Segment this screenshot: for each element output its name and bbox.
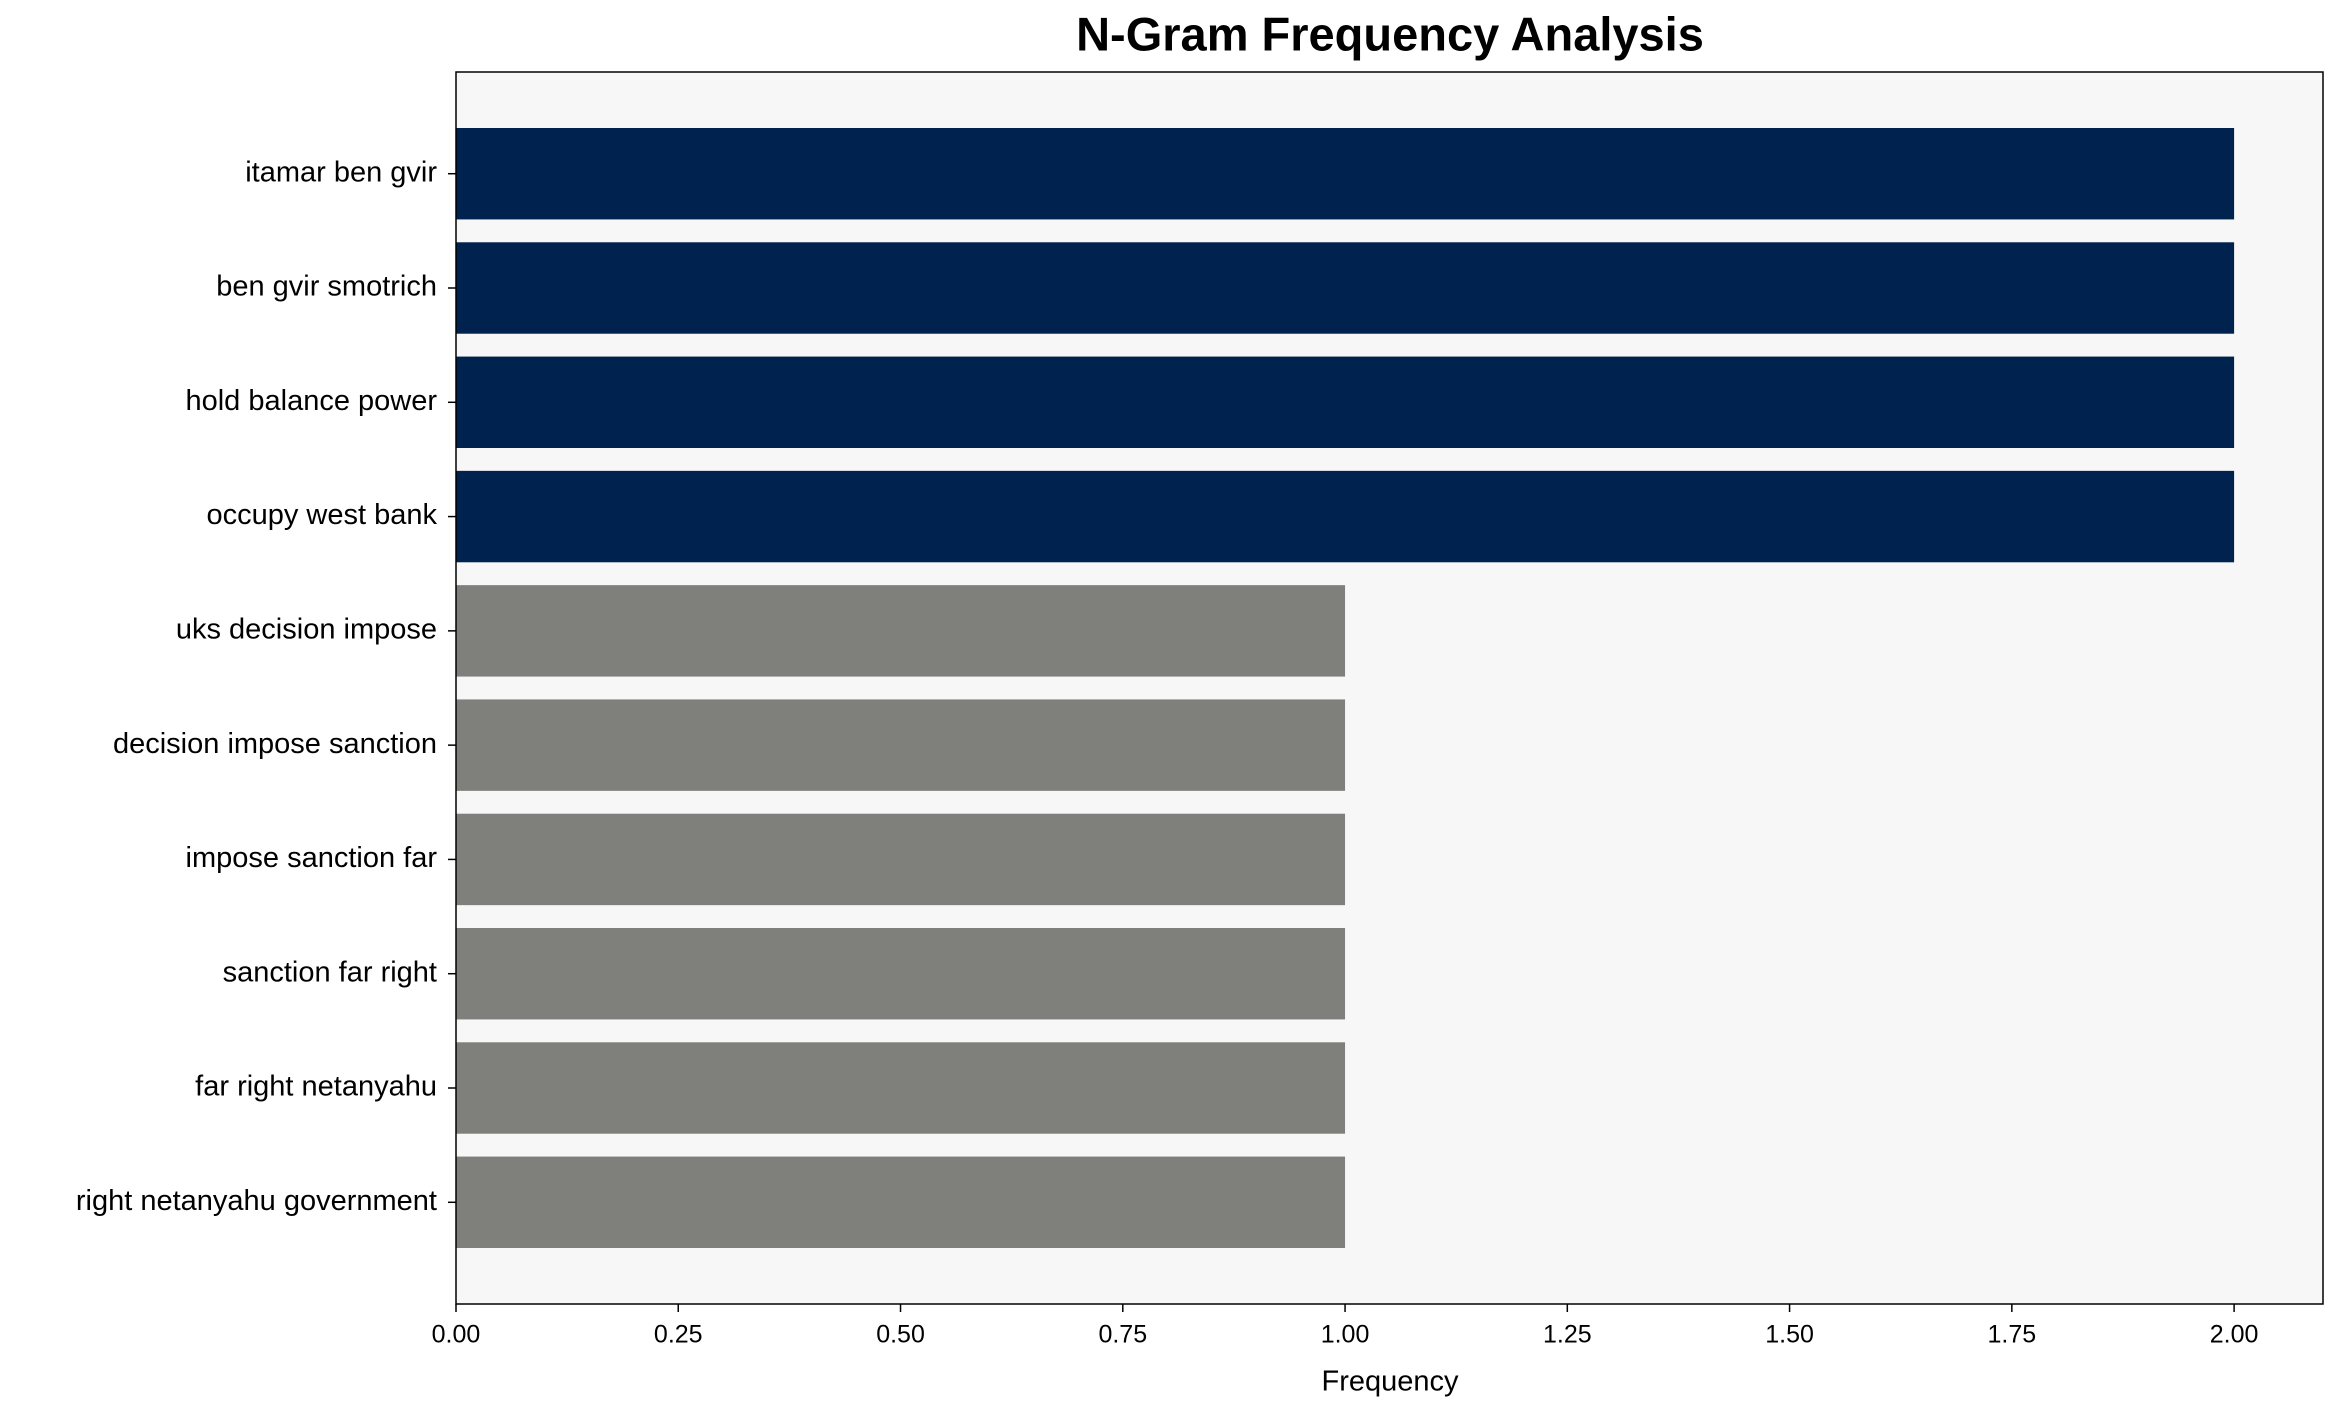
bar xyxy=(456,1156,1346,1248)
x-tick-label: 1.25 xyxy=(1543,1321,1592,1349)
x-tick-label: 1.75 xyxy=(1987,1321,2036,1349)
x-tick-label: 0.50 xyxy=(876,1321,925,1349)
y-tick-label: itamar ben gvir xyxy=(245,156,437,188)
bar xyxy=(456,813,1346,906)
x-tick-label: 1.50 xyxy=(1765,1321,1814,1349)
bar xyxy=(456,1042,1346,1134)
y-tick-label: sanction far right xyxy=(223,956,437,988)
x-tick-label: 0.00 xyxy=(432,1321,481,1349)
x-tick-label: 0.25 xyxy=(654,1321,703,1349)
y-tick-label: hold balance power xyxy=(185,385,437,417)
y-tick-label: impose sanction far xyxy=(186,842,438,874)
bar xyxy=(456,699,1346,791)
plot-frame xyxy=(455,71,2324,1305)
x-tick-label: 2.00 xyxy=(2210,1321,2259,1349)
bar xyxy=(456,128,2235,220)
y-tick-label: uks decision impose xyxy=(176,614,437,646)
x-tick-label: 1.00 xyxy=(1321,1321,1370,1349)
bar xyxy=(456,928,1346,1020)
y-tick-label: far right netanyahu xyxy=(195,1071,437,1103)
chart-title: N-Gram Frequency Analysis xyxy=(1076,7,1704,60)
bar xyxy=(456,470,2235,563)
y-tick-label: right netanyahu government xyxy=(76,1185,437,1217)
y-tick-label: ben gvir smotrich xyxy=(216,271,437,303)
bar xyxy=(456,242,2235,334)
bar xyxy=(456,585,1346,677)
bar xyxy=(456,356,2235,448)
x-tick-label: 0.75 xyxy=(1098,1321,1147,1349)
y-tick-label: occupy west bank xyxy=(206,499,437,531)
x-axis-label: Frequency xyxy=(1321,1366,1459,1398)
y-tick-label: decision impose sanction xyxy=(113,728,437,760)
